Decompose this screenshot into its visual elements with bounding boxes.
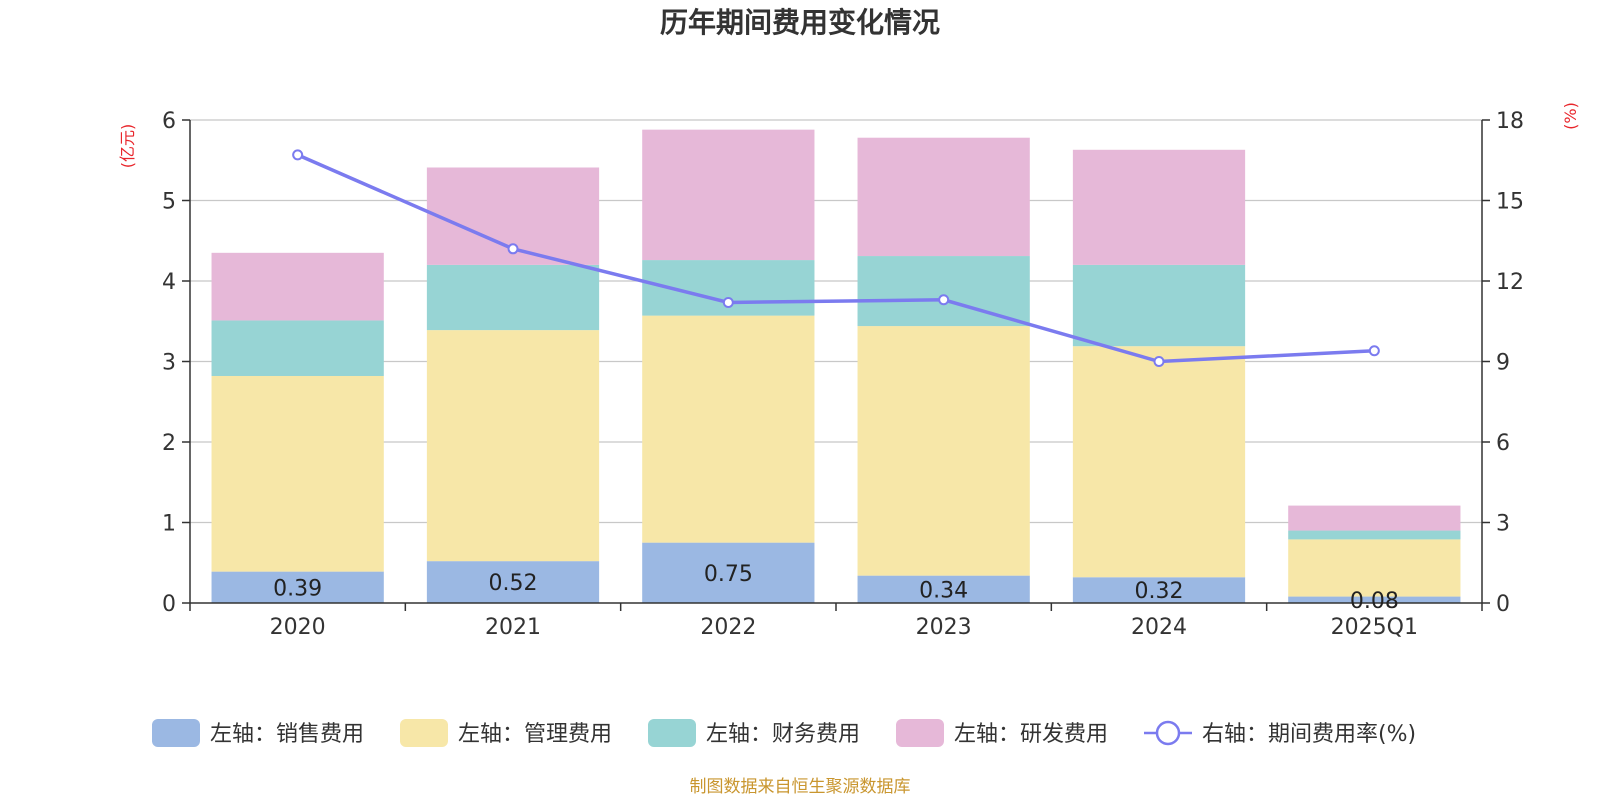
bar-value-label: 0.08	[1350, 589, 1399, 614]
right-axis-tick-label: 6	[1496, 431, 1510, 456]
bar-segment	[642, 129, 815, 261]
legend-label: 左轴：销售费用	[210, 722, 364, 747]
bar-value-labels: 0.39 0.52 0.75 0.34 0.32 0.08	[273, 562, 1399, 614]
left-axis-tick-label: 2	[162, 431, 176, 456]
left-axis-tick-label: 1	[162, 512, 176, 537]
x-axis-tick-label: 2023	[916, 615, 972, 640]
legend-swatch	[400, 719, 448, 747]
bar-segment	[857, 256, 1030, 327]
right-axis-tick-label: 15	[1496, 190, 1524, 215]
x-axis-tick-label: 2024	[1131, 615, 1187, 640]
left-axis-tick-label: 3	[162, 351, 176, 376]
left-axis-tick-label: 4	[162, 270, 176, 295]
bar-segment	[211, 571, 384, 603]
right-axis-unit: (%)	[1561, 102, 1580, 130]
x-axis-tick-label: 2020	[270, 615, 326, 640]
bar-segment	[211, 252, 384, 321]
legend: 左轴：销售费用 左轴：管理费用 左轴：财务费用 左轴：研发费用 右轴：期间费用率(%)	[152, 719, 1416, 747]
legend-swatch	[896, 719, 944, 747]
bar-segment	[857, 326, 1030, 576]
bar-segment	[211, 320, 384, 376]
right-axis-tick-label: 3	[1496, 512, 1510, 537]
legend-label: 左轴：研发费用	[954, 722, 1108, 747]
bar-segment	[642, 542, 815, 603]
bar-segment	[1072, 346, 1246, 578]
bar-segment	[1072, 264, 1246, 347]
x-axis-tick-label: 2022	[700, 615, 756, 640]
legend-swatch	[648, 719, 696, 747]
bar-segment	[857, 575, 1030, 603]
bar-value-label: 0.32	[1135, 579, 1184, 604]
source-note: 制图数据来自恒生聚源数据库	[690, 777, 911, 797]
rate-point	[292, 149, 304, 161]
left-axis-tick-label: 5	[162, 190, 176, 215]
bar-segment	[1288, 530, 1461, 540]
rate-point	[938, 294, 950, 306]
rate-point	[1368, 345, 1380, 357]
bar-segment	[1288, 505, 1461, 531]
rate-line-path	[296, 153, 1375, 364]
legend-label: 左轴：财务费用	[706, 722, 860, 747]
right-axis-tick-label: 18	[1496, 109, 1524, 134]
bar-segment	[642, 315, 815, 543]
right-axis-tick-label: 12	[1496, 270, 1524, 295]
bar-segment	[1288, 596, 1461, 603]
chart-title: 历年期间费用变化情况	[660, 6, 940, 39]
bar-segment	[1072, 577, 1246, 603]
bar-segment	[1288, 539, 1461, 597]
rate-line	[292, 149, 1380, 367]
bar-segment	[211, 375, 384, 572]
left-axis-tick-label: 0	[162, 592, 176, 617]
x-axis-tick-label: 2021	[485, 615, 541, 640]
right-axis-tick-label: 0	[1496, 592, 1510, 617]
legend-swatch	[152, 719, 200, 747]
legend-label: 右轴：期间费用率(%)	[1202, 722, 1416, 747]
rate-point	[722, 296, 734, 308]
left-axis-unit: (亿元)	[118, 124, 137, 169]
rate-point	[1153, 356, 1165, 367]
bar-value-label: 0.34	[919, 578, 968, 603]
bar-segment	[857, 137, 1030, 257]
left-axis-tick-label: 6	[162, 109, 176, 134]
x-axis-tick-label: 2025Q1	[1331, 615, 1418, 640]
bar-value-label: 0.75	[704, 562, 753, 587]
rate-point	[507, 243, 519, 255]
bar-segment	[426, 264, 600, 331]
bar-segment	[1072, 149, 1246, 265]
bar-segment	[426, 330, 600, 562]
legend-label: 左轴：管理费用	[458, 722, 612, 747]
right-axis-tick-label: 9	[1496, 351, 1510, 376]
legend-circle-marker	[1155, 720, 1181, 746]
bar-segment	[426, 561, 600, 603]
bar-value-label: 0.39	[273, 576, 322, 601]
bar-value-label: 0.52	[489, 571, 538, 596]
